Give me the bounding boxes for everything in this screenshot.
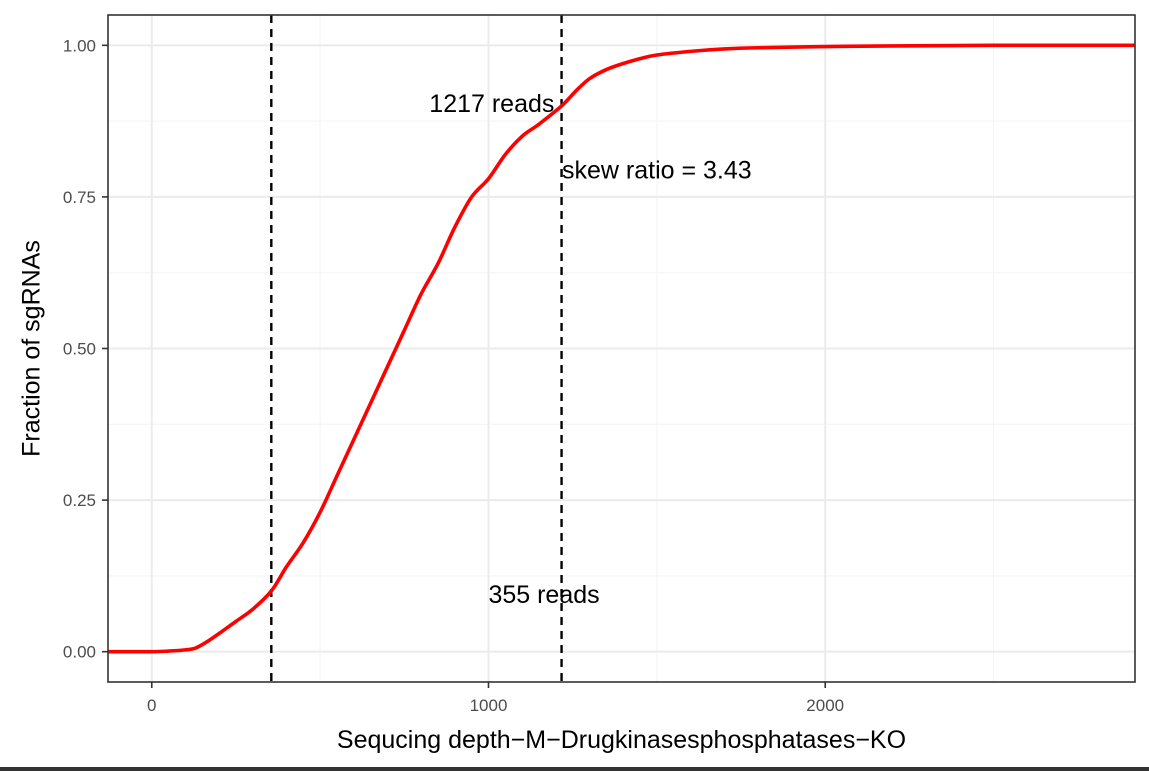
x-tick-label: 2000 (806, 696, 844, 715)
bottom-rule (0, 767, 1149, 771)
x-tick-label: 1000 (470, 696, 508, 715)
annotation-label: 355 reads (488, 581, 599, 609)
annotations: 1217 reads 355 reads skew ratio = 3.43 (429, 90, 751, 609)
data-series (108, 43, 1135, 654)
x-axis-title: Sequcing depth−M−Drugkinasesphosphatases… (337, 726, 906, 754)
series-line-0 (108, 43, 1135, 654)
y-axis-ticks: 0.00 0.25 0.50 0.75 1.00 (63, 36, 108, 662)
x-axis-ticks: 0 1000 2000 (147, 682, 844, 715)
annotation-label: skew ratio = 3.43 (562, 157, 752, 185)
y-tick-label: 0.25 (63, 491, 96, 510)
x-tick-label: 0 (147, 696, 156, 715)
y-tick-label: 0.75 (63, 188, 96, 207)
grid-lines (108, 15, 1135, 682)
y-axis-title: Fraction of sgRNAs (18, 240, 46, 457)
y-tick-label: 1.00 (63, 36, 96, 55)
y-tick-label: 0.50 (63, 340, 96, 359)
y-tick-label: 0.00 (63, 643, 96, 662)
annotation-label: 1217 reads (429, 90, 554, 118)
